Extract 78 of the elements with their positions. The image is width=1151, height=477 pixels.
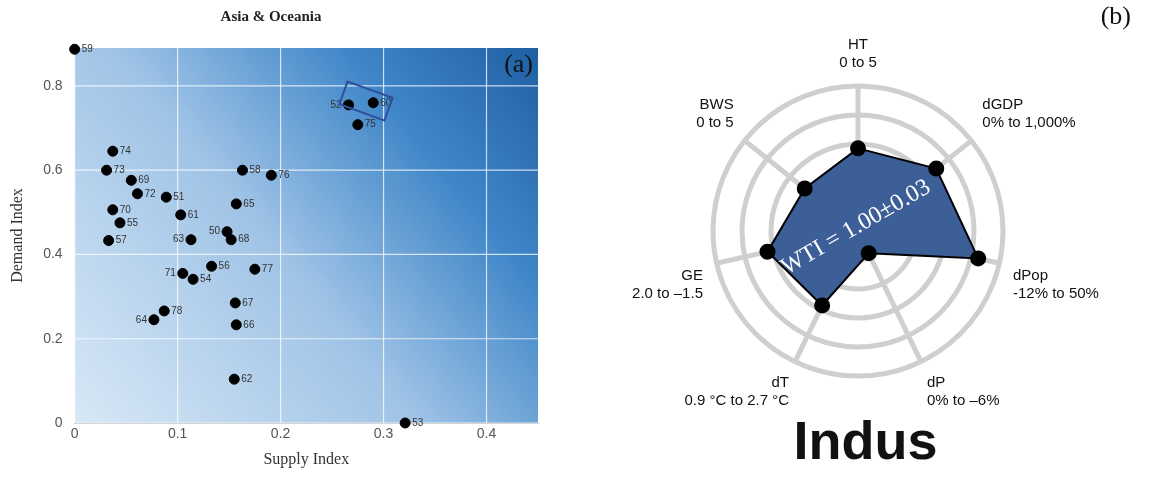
annotation: 65	[243, 197, 255, 209]
x-tick-label: 0.1	[167, 425, 188, 442]
y-tick-label: 0.4	[43, 245, 63, 262]
chart-title: Asia & Oceania	[220, 7, 322, 24]
x-tick-label: 0.2	[270, 425, 291, 442]
annotation: 72	[144, 187, 157, 199]
point	[125, 174, 137, 186]
point	[69, 43, 81, 55]
point	[230, 319, 242, 331]
point	[103, 235, 115, 247]
annotation: 64	[135, 313, 148, 325]
point	[101, 164, 113, 176]
annotation: 50	[208, 225, 221, 237]
annotation: 61	[187, 208, 200, 220]
annotation: 63	[172, 233, 185, 245]
spoke-label: dP 0% to –6%	[926, 373, 1000, 409]
point	[107, 204, 119, 216]
x-tick-label: 0.3	[373, 425, 394, 442]
annotation: 78	[171, 304, 183, 316]
x-tick-label: 0	[70, 425, 79, 442]
y-tick-label: 0	[54, 413, 63, 430]
annotation: 51	[173, 190, 185, 202]
spoke-label: HT 0 to 5	[839, 35, 877, 71]
annotation: 57	[115, 234, 128, 246]
spoke-label: dGDP 0% to 1,000%	[982, 95, 1076, 131]
annotation: 62	[241, 372, 253, 384]
point	[249, 263, 261, 275]
spoke-label: dPop -12% to 50%	[1013, 265, 1099, 301]
annotation: 56	[218, 260, 231, 272]
point	[177, 267, 189, 279]
annotation: 68	[238, 233, 250, 245]
text: (b)	[1100, 0, 1131, 30]
point	[221, 226, 233, 238]
y-tick-label: 0.6	[43, 161, 63, 178]
y-axis-title: Demand Index	[7, 188, 25, 283]
spoke-label: dT 0.9 °C to 2.7 °C	[684, 373, 790, 409]
y-tick-label: 0.2	[43, 329, 63, 346]
annotation: 53	[412, 416, 424, 428]
point	[206, 260, 218, 272]
annotation: 69	[138, 174, 150, 186]
annotation: 70	[119, 203, 132, 215]
annotation: 73	[113, 163, 126, 175]
annotation: 66	[243, 318, 255, 330]
point	[114, 217, 126, 229]
point	[228, 373, 240, 385]
point	[399, 417, 411, 429]
point	[229, 297, 241, 309]
x-axis-title: Supply Index	[263, 449, 350, 468]
text: Indus	[793, 410, 938, 471]
point	[107, 145, 119, 157]
point	[225, 234, 237, 246]
annotation: 59	[81, 43, 94, 55]
x-tick-label: 0.4	[476, 425, 497, 442]
point	[236, 164, 248, 176]
annotation: 75	[364, 118, 377, 130]
point	[230, 198, 242, 210]
annotation: 58	[249, 163, 262, 175]
point	[160, 191, 172, 203]
spoke-label: BWS 0 to 5	[696, 95, 734, 131]
point	[175, 209, 187, 221]
annotation: (a)	[504, 48, 533, 78]
annotation: 71	[164, 267, 177, 279]
y-tick-label: 0.8	[43, 76, 63, 93]
point	[131, 188, 143, 200]
point	[265, 169, 277, 181]
point	[187, 273, 199, 285]
annotation: 67	[242, 296, 254, 308]
annotation: 55	[126, 216, 139, 228]
point	[352, 119, 364, 131]
annotation: 74	[119, 144, 132, 156]
point	[185, 234, 197, 246]
point	[367, 97, 379, 109]
point	[158, 305, 170, 317]
annotation: 54	[200, 273, 212, 285]
point	[148, 314, 160, 326]
spoke-label: GE 2.0 to –1.5	[632, 265, 703, 301]
annotation: 76	[278, 169, 290, 180]
annotation: 77	[261, 262, 274, 274]
